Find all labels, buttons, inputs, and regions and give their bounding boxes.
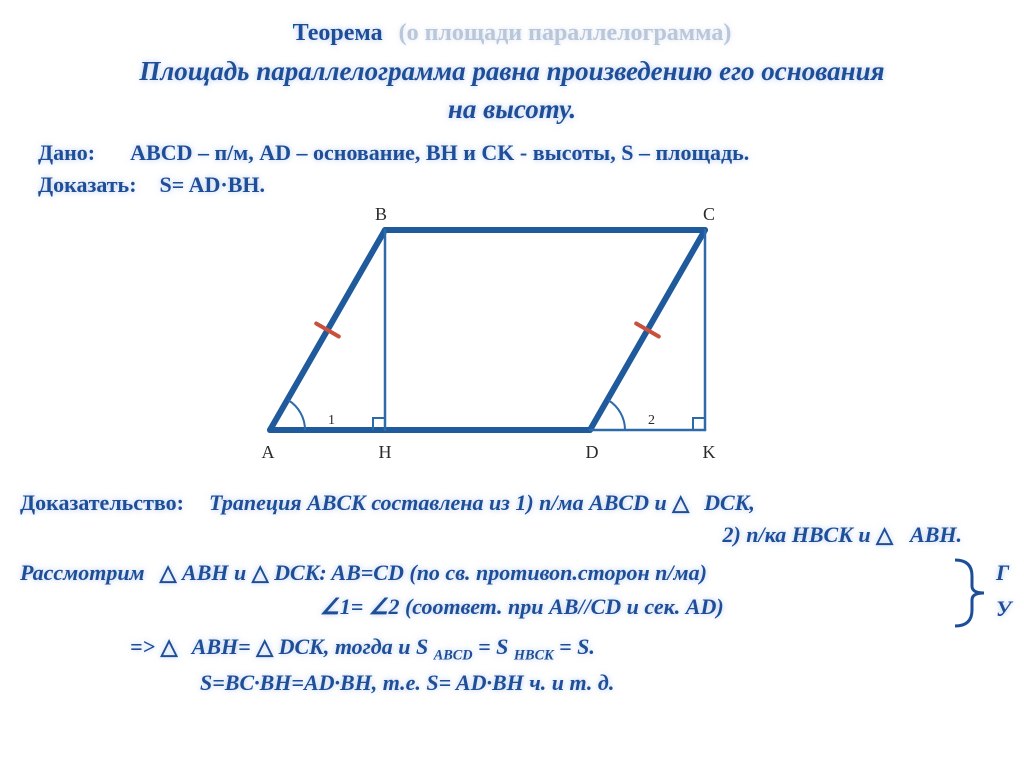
proof-l2a: 2) п/ка HBCK и [722, 522, 876, 547]
brace-icon [950, 558, 1000, 628]
svg-text:K: K [703, 442, 716, 462]
proof-l1a: Трапеция ABCK составлена из 1) п/ма ABCD… [209, 490, 667, 515]
tri-icon: △ [160, 560, 177, 585]
statement-line2: на высоту. [0, 94, 1024, 125]
diagram: A B C D H K 1 2 [230, 200, 810, 465]
proof-row2: 2) п/ка HBCK и △ ABH. [722, 522, 962, 548]
tri-icon: △ [252, 560, 269, 585]
svg-text:C: C [703, 204, 715, 224]
proof-row6: S=BC·BH=AD·BH, т.е. S= AD·BH ч. и т. д. [200, 670, 614, 696]
parallelogram-svg: A B C D H K 1 2 [230, 200, 810, 465]
proof-row4: ∠1= ∠2 (соответ. при AB//CD и сек. AD) [320, 594, 724, 620]
proof-l5d: = S [478, 634, 508, 659]
brace-g: Г [996, 560, 1009, 586]
prove-row: Доказать: S= AD·BH. [38, 172, 265, 198]
given-text: ABCD – п/м, AD – основание, BH и CK - вы… [130, 140, 749, 165]
proof-row3: Рассмотрим △ ABH и △ DCK: AB=CD (по св. … [20, 560, 707, 586]
given-row: Дано: ABCD – п/м, AD – основание, BH и C… [38, 140, 749, 166]
proof-row5: => △ ABH= △ DCK, тогда и S ABCD = S HBCK… [130, 634, 595, 664]
brace-u: У [996, 596, 1011, 622]
proof-l5sub1: ABCD [434, 647, 473, 663]
tri-icon: △ [256, 634, 273, 659]
svg-text:H: H [379, 442, 392, 462]
proof-l5b: ABH= [192, 634, 251, 659]
proof-l5c: DCK, тогда и S [279, 634, 429, 659]
proof-l3a: Рассмотрим [20, 560, 145, 585]
title-row: Теорема (о площади параллелограмма) [0, 20, 1024, 47]
proof-l4: ∠1= ∠2 (соответ. при AB//CD и сек. AD) [320, 594, 724, 619]
statement-line1: Площадь параллелограмма равна произведен… [0, 56, 1024, 87]
proof-l3b: ABH и [182, 560, 246, 585]
title-main: Теорема [293, 20, 383, 46]
svg-text:D: D [586, 442, 599, 462]
brace [950, 558, 1000, 628]
proof-l5a: => [130, 634, 161, 659]
tri-icon: △ [672, 490, 689, 515]
prove-label: Доказать: [38, 172, 137, 197]
tri-icon: △ [876, 522, 893, 547]
svg-text:B: B [375, 204, 387, 224]
tri-icon: △ [161, 634, 178, 659]
proof-l5e: = S. [559, 634, 595, 659]
proof-l3c: DCK: AB=CD (по св. противоп.сторон п/ма) [274, 560, 707, 585]
title-paren: (о площади параллелограмма) [399, 20, 732, 46]
proof-l2b: ABH. [910, 522, 962, 547]
svg-text:A: A [262, 442, 275, 462]
proof-l5sub2: HBCK [514, 647, 554, 663]
proof-label: Доказательство: [20, 490, 184, 515]
proof-l1b: DCK, [704, 490, 755, 515]
prove-text: S= AD·BH. [160, 172, 265, 197]
proof-row1: Доказательство: Трапеция ABCK составлена… [20, 490, 755, 516]
svg-text:1: 1 [328, 413, 335, 428]
svg-text:2: 2 [648, 413, 655, 428]
given-label: Дано: [38, 140, 95, 165]
